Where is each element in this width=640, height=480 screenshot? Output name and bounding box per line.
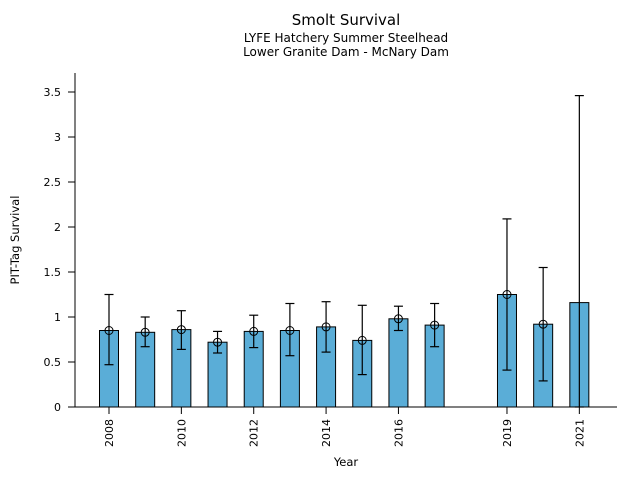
y-tick-label: 2 (54, 221, 61, 234)
y-tick-label: 0 (54, 401, 61, 414)
point-marker-2010 (176, 325, 186, 335)
x-tick-label: 2014 (320, 419, 333, 447)
y-tick-label: 2.5 (44, 176, 62, 189)
y-tick-label: 3 (54, 131, 61, 144)
y-tick-label: 1.5 (44, 266, 62, 279)
y-tick-label: 3.5 (44, 86, 62, 99)
point-marker-2008 (104, 326, 114, 335)
chart-subtitle-line2: Lower Granite Dam - McNary Dam (243, 45, 449, 59)
point-marker-2015 (357, 335, 367, 345)
point-marker-2017 (430, 320, 440, 330)
point-marker-2011 (213, 337, 223, 347)
point-marker-2012 (249, 326, 259, 336)
point-marker-2019 (502, 290, 512, 299)
y-tick-label: 1 (54, 311, 61, 324)
x-tick-label: 2016 (392, 419, 405, 447)
x-tick-label: 2021 (573, 419, 586, 447)
x-tick-label: 2012 (248, 419, 261, 447)
y-tick-label: 0.5 (44, 356, 62, 369)
x-tick-label: 2008 (103, 419, 116, 447)
point-marker-2014 (321, 322, 331, 332)
chart-subtitle-line1: LYFE Hatchery Summer Steelhead (243, 31, 449, 45)
point-marker-2009 (140, 327, 150, 337)
point-marker-2020 (538, 319, 548, 329)
x-tick-label: 2010 (175, 419, 188, 447)
bar-2016 (388, 318, 409, 408)
x-tick-label: 2019 (501, 419, 514, 447)
point-marker-2013 (285, 326, 295, 335)
x-axis-label: Year (333, 455, 359, 469)
chart-title: Smolt Survival (291, 11, 401, 29)
point-marker-2016 (393, 314, 403, 324)
